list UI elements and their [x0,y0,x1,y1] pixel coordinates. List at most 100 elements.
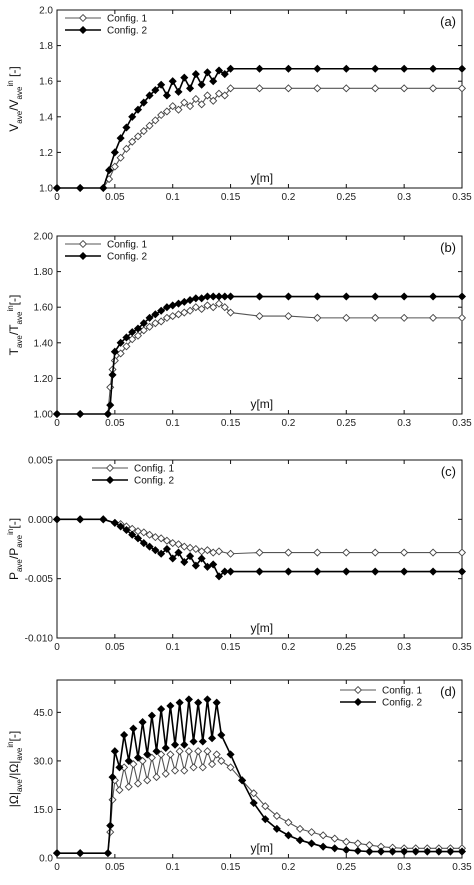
data-point [157,80,166,89]
data-point [122,144,131,153]
data-point [145,121,154,130]
data-point [214,547,224,556]
data-point [76,409,85,419]
legend-marker [78,25,88,35]
data-point [307,839,316,848]
panel-label: (b) [440,240,456,255]
legend-label: Config. 2 [107,26,147,37]
data-point [106,383,115,392]
y-label-subscript: ave [15,311,24,324]
x-tick-label: 0.3 [397,418,411,429]
x-tick-label: 0.35 [452,862,472,873]
data-point [400,64,409,73]
data-point [116,134,125,143]
x-tick-label: 0.2 [281,862,295,873]
data-point [145,530,154,539]
data-point [446,847,455,856]
series-2 [52,515,467,581]
data-point [457,313,467,322]
series-2 [52,64,467,193]
y-label-superscript: in [6,529,15,535]
data-point [457,292,467,301]
data-point [313,548,322,557]
x-tick-label: 0.25 [337,418,357,429]
plot-frame [56,9,463,189]
y-tick-label: 1.6 [39,77,53,88]
data-point [284,292,293,301]
y-tick-label: 2.0 [39,6,53,17]
data-point [110,148,119,157]
data-point [122,123,131,132]
data-point [255,292,264,301]
legend-marker [78,13,88,23]
data-point [157,534,166,543]
x-tick-label: 0 [54,192,60,203]
data-point [423,847,432,856]
data-point [212,698,221,707]
data-point [170,766,180,775]
data-point [353,846,362,855]
data-point [284,567,293,576]
y-label-subscript: ave [15,779,24,792]
data-point [365,847,374,856]
x-tick-label: 0.35 [452,192,472,203]
data-point [429,292,438,301]
data-point [122,333,131,342]
data-point [162,313,171,322]
data-point [133,753,143,762]
x-axis-label: y[m] [250,397,273,411]
y-label-unit: [-] [7,518,21,529]
series-line [57,699,462,854]
x-tick-label: 0.35 [452,642,472,653]
y-tick-label: 0.0 [39,854,53,865]
data-point [457,847,467,856]
data-point [197,100,206,109]
data-point [151,116,160,125]
data-point [133,779,143,788]
x-tick-label: 0.2 [281,642,295,653]
data-point [376,847,386,856]
data-point [52,183,62,193]
legend-marker [353,697,363,707]
x-tick-label: 0.25 [337,862,357,873]
data-point [220,70,229,79]
data-point [220,567,229,576]
data-point [129,760,138,769]
y-label-text: T [7,347,21,355]
legend-marker [353,685,363,695]
data-point [124,756,133,765]
y-tick-label: 2.00 [34,232,54,243]
data-point [122,342,131,351]
data-point [342,567,351,576]
data-point [116,522,125,531]
data-point [143,750,152,759]
data-point [191,294,200,303]
data-point [152,773,161,782]
data-point [197,80,206,89]
data-point [400,84,409,93]
legend-label: Config. 1 [107,240,147,251]
data-point [124,782,133,791]
data-point [457,84,467,93]
x-tick-label: 0.05 [105,418,125,429]
x-tick-label: 0.25 [337,642,357,653]
data-point [342,84,351,93]
data-point [110,518,119,527]
x-tick-label: 0 [54,642,60,653]
data-point [313,84,322,93]
data-point [226,308,235,317]
data-point [189,763,198,772]
y-label-superscript: in [6,741,15,747]
data-point [175,747,184,756]
y-tick-label: 1.8 [39,41,53,52]
data-point [168,301,177,310]
data-point [138,718,147,727]
data-point [168,539,177,548]
data-point [203,695,212,704]
data-point [168,102,177,111]
plot-frame [56,679,463,859]
data-point [139,127,148,136]
panel-label: (a) [440,14,456,29]
data-point [110,347,119,356]
